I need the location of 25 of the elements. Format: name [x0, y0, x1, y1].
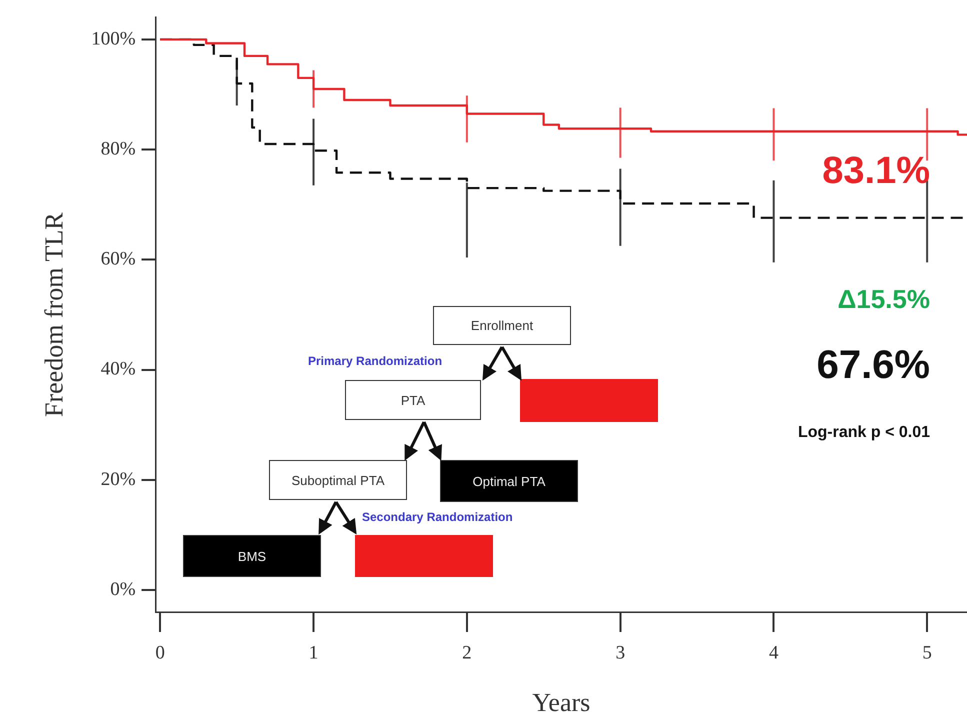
annotation: Δ15.5% [838, 284, 930, 315]
x-tick-label: 1 [308, 642, 318, 664]
annotation: Log-rank p < 0.01 [798, 424, 930, 442]
annotation: 67.6% [816, 343, 930, 388]
x-axis-title: Years [532, 688, 590, 718]
x-tick-label: 0 [155, 642, 165, 664]
annotation: 83.1% [822, 150, 930, 193]
annotation: BMS [183, 535, 321, 577]
x-tick-label: 5 [922, 642, 932, 664]
y-tick-label: 80% [100, 138, 136, 160]
annotation: Suboptimal PTA [269, 460, 407, 500]
y-axis-title: Freedom from TLR [39, 212, 68, 418]
annotation: Enrollment [433, 306, 571, 345]
annotation: Secondary Randomization [362, 510, 513, 524]
y-tick-label: 0% [110, 578, 136, 600]
annotation: Optimal PTA [440, 460, 578, 502]
x-tick-label: 2 [462, 642, 472, 664]
x-tick-label: 4 [768, 642, 779, 664]
y-tick-label: 100% [91, 28, 136, 50]
x-tick-label: 3 [616, 642, 626, 664]
y-tick-label: 20% [100, 468, 136, 490]
y-tick-label: 60% [100, 248, 136, 270]
annotation: PTA [345, 380, 481, 420]
y-tick-label: 40% [100, 358, 136, 380]
annotation: Primary Randomization [308, 354, 442, 368]
